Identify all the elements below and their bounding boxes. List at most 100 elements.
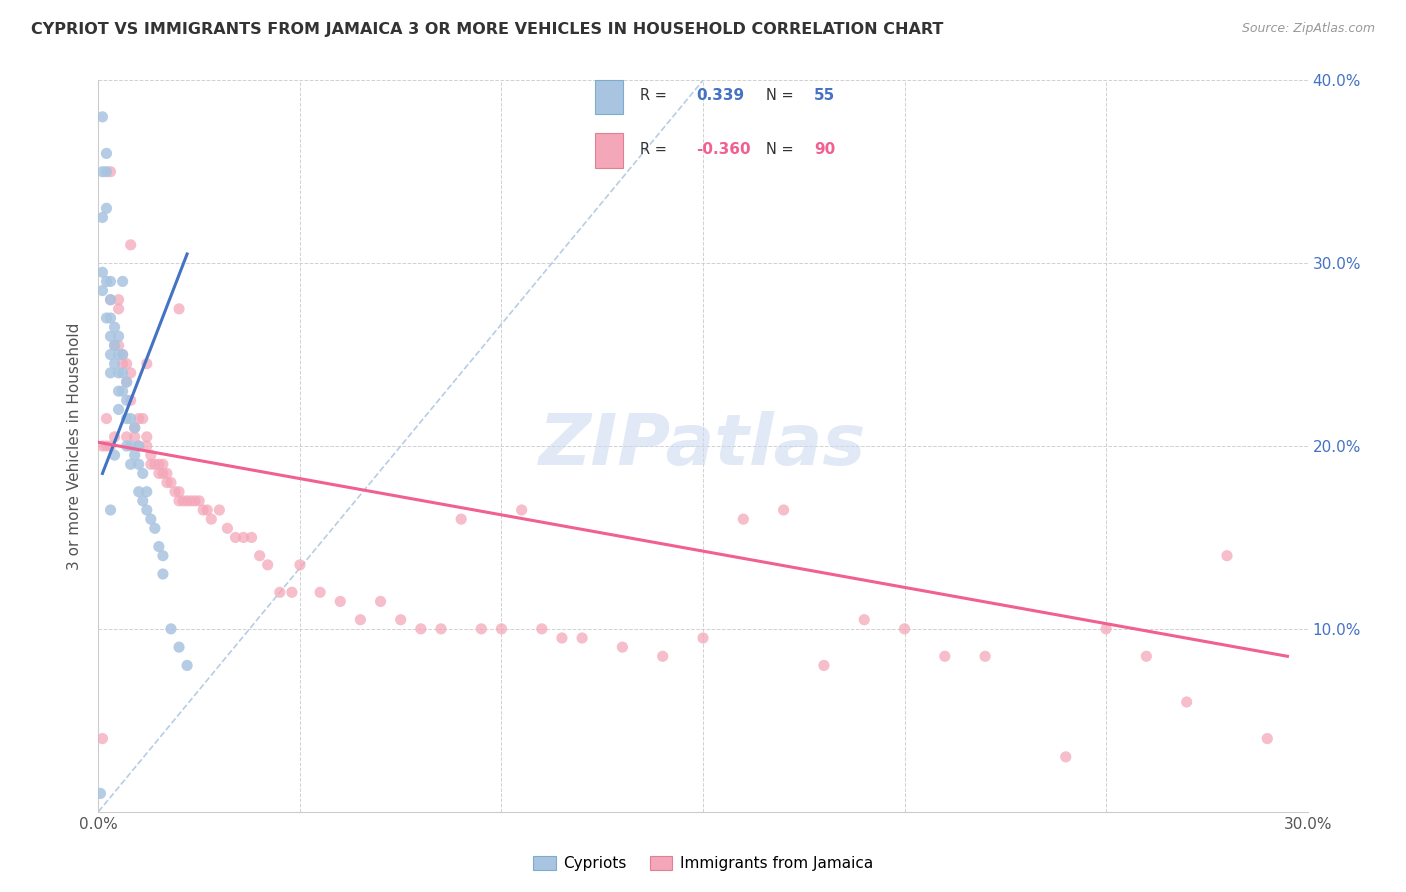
Point bbox=[167, 484, 190, 499]
Legend: Cypriots, Immigrants from Jamaica: Cypriots, Immigrants from Jamaica bbox=[527, 849, 879, 877]
Point bbox=[733, 512, 755, 526]
Point bbox=[143, 457, 166, 471]
Point bbox=[120, 238, 142, 252]
Point bbox=[249, 549, 271, 563]
Point bbox=[111, 357, 134, 371]
Point bbox=[135, 503, 157, 517]
Point bbox=[100, 293, 122, 307]
Point bbox=[612, 640, 634, 655]
Point bbox=[256, 558, 278, 572]
Text: N =: N = bbox=[766, 142, 794, 157]
Point bbox=[491, 622, 513, 636]
Text: 55: 55 bbox=[814, 88, 835, 103]
Point bbox=[152, 567, 174, 582]
Point bbox=[152, 467, 174, 481]
Point bbox=[135, 357, 157, 371]
Point bbox=[96, 201, 118, 215]
Text: N =: N = bbox=[766, 88, 794, 103]
Point bbox=[89, 787, 111, 801]
Point bbox=[120, 439, 142, 453]
Point bbox=[100, 164, 122, 178]
Point bbox=[132, 411, 155, 425]
Point bbox=[156, 467, 179, 481]
Point bbox=[111, 384, 134, 398]
Point bbox=[115, 357, 138, 371]
Point bbox=[91, 265, 114, 279]
Bar bbox=[595, 134, 623, 168]
Point bbox=[91, 731, 114, 746]
Point bbox=[96, 146, 118, 161]
Point bbox=[111, 347, 134, 362]
Point bbox=[224, 530, 246, 544]
Point bbox=[91, 164, 114, 178]
Point bbox=[156, 475, 179, 490]
Point bbox=[160, 622, 183, 636]
Text: -0.360: -0.360 bbox=[696, 142, 751, 157]
Point bbox=[100, 503, 122, 517]
Point bbox=[180, 494, 202, 508]
Point bbox=[152, 457, 174, 471]
Point bbox=[100, 293, 122, 307]
Point bbox=[132, 467, 155, 481]
Point bbox=[103, 430, 125, 444]
Point bbox=[103, 338, 125, 352]
Point bbox=[692, 631, 714, 645]
Point bbox=[288, 558, 311, 572]
Point bbox=[100, 310, 122, 325]
Point bbox=[135, 430, 157, 444]
Point bbox=[128, 484, 150, 499]
Point bbox=[91, 284, 114, 298]
Point bbox=[530, 622, 553, 636]
Point bbox=[240, 530, 263, 544]
Point bbox=[100, 366, 122, 380]
Point bbox=[128, 439, 150, 453]
Point bbox=[103, 448, 125, 462]
Y-axis label: 3 or more Vehicles in Household: 3 or more Vehicles in Household bbox=[67, 322, 83, 570]
Point bbox=[1135, 649, 1157, 664]
Point bbox=[934, 649, 956, 664]
Point bbox=[96, 439, 118, 453]
Point bbox=[772, 503, 794, 517]
Point bbox=[124, 448, 146, 462]
Point bbox=[103, 357, 125, 371]
Point bbox=[430, 622, 453, 636]
Point bbox=[217, 521, 239, 535]
Point bbox=[409, 622, 432, 636]
Point bbox=[160, 475, 183, 490]
Point bbox=[124, 421, 146, 435]
Point bbox=[813, 658, 835, 673]
Point bbox=[1175, 695, 1198, 709]
Point bbox=[135, 439, 157, 453]
Point bbox=[100, 329, 122, 343]
Point bbox=[107, 347, 129, 362]
Point bbox=[148, 467, 170, 481]
Point bbox=[349, 613, 371, 627]
Point bbox=[107, 293, 129, 307]
Point bbox=[91, 439, 114, 453]
Point bbox=[115, 393, 138, 408]
Point bbox=[309, 585, 332, 599]
Point bbox=[167, 494, 190, 508]
Point bbox=[111, 347, 134, 362]
Point bbox=[148, 457, 170, 471]
Point bbox=[124, 421, 146, 435]
Point bbox=[128, 439, 150, 453]
Point bbox=[139, 457, 162, 471]
Point bbox=[96, 310, 118, 325]
Point bbox=[115, 439, 138, 453]
Point bbox=[135, 484, 157, 499]
Point bbox=[1216, 549, 1239, 563]
Point bbox=[128, 457, 150, 471]
Point bbox=[100, 347, 122, 362]
Point bbox=[195, 503, 218, 517]
Point bbox=[91, 110, 114, 124]
Point bbox=[176, 494, 198, 508]
Point bbox=[120, 411, 142, 425]
Point bbox=[107, 301, 129, 316]
Point bbox=[281, 585, 304, 599]
Point bbox=[1095, 622, 1118, 636]
Point bbox=[100, 439, 122, 453]
Point bbox=[571, 631, 593, 645]
Point bbox=[651, 649, 673, 664]
Point bbox=[128, 411, 150, 425]
